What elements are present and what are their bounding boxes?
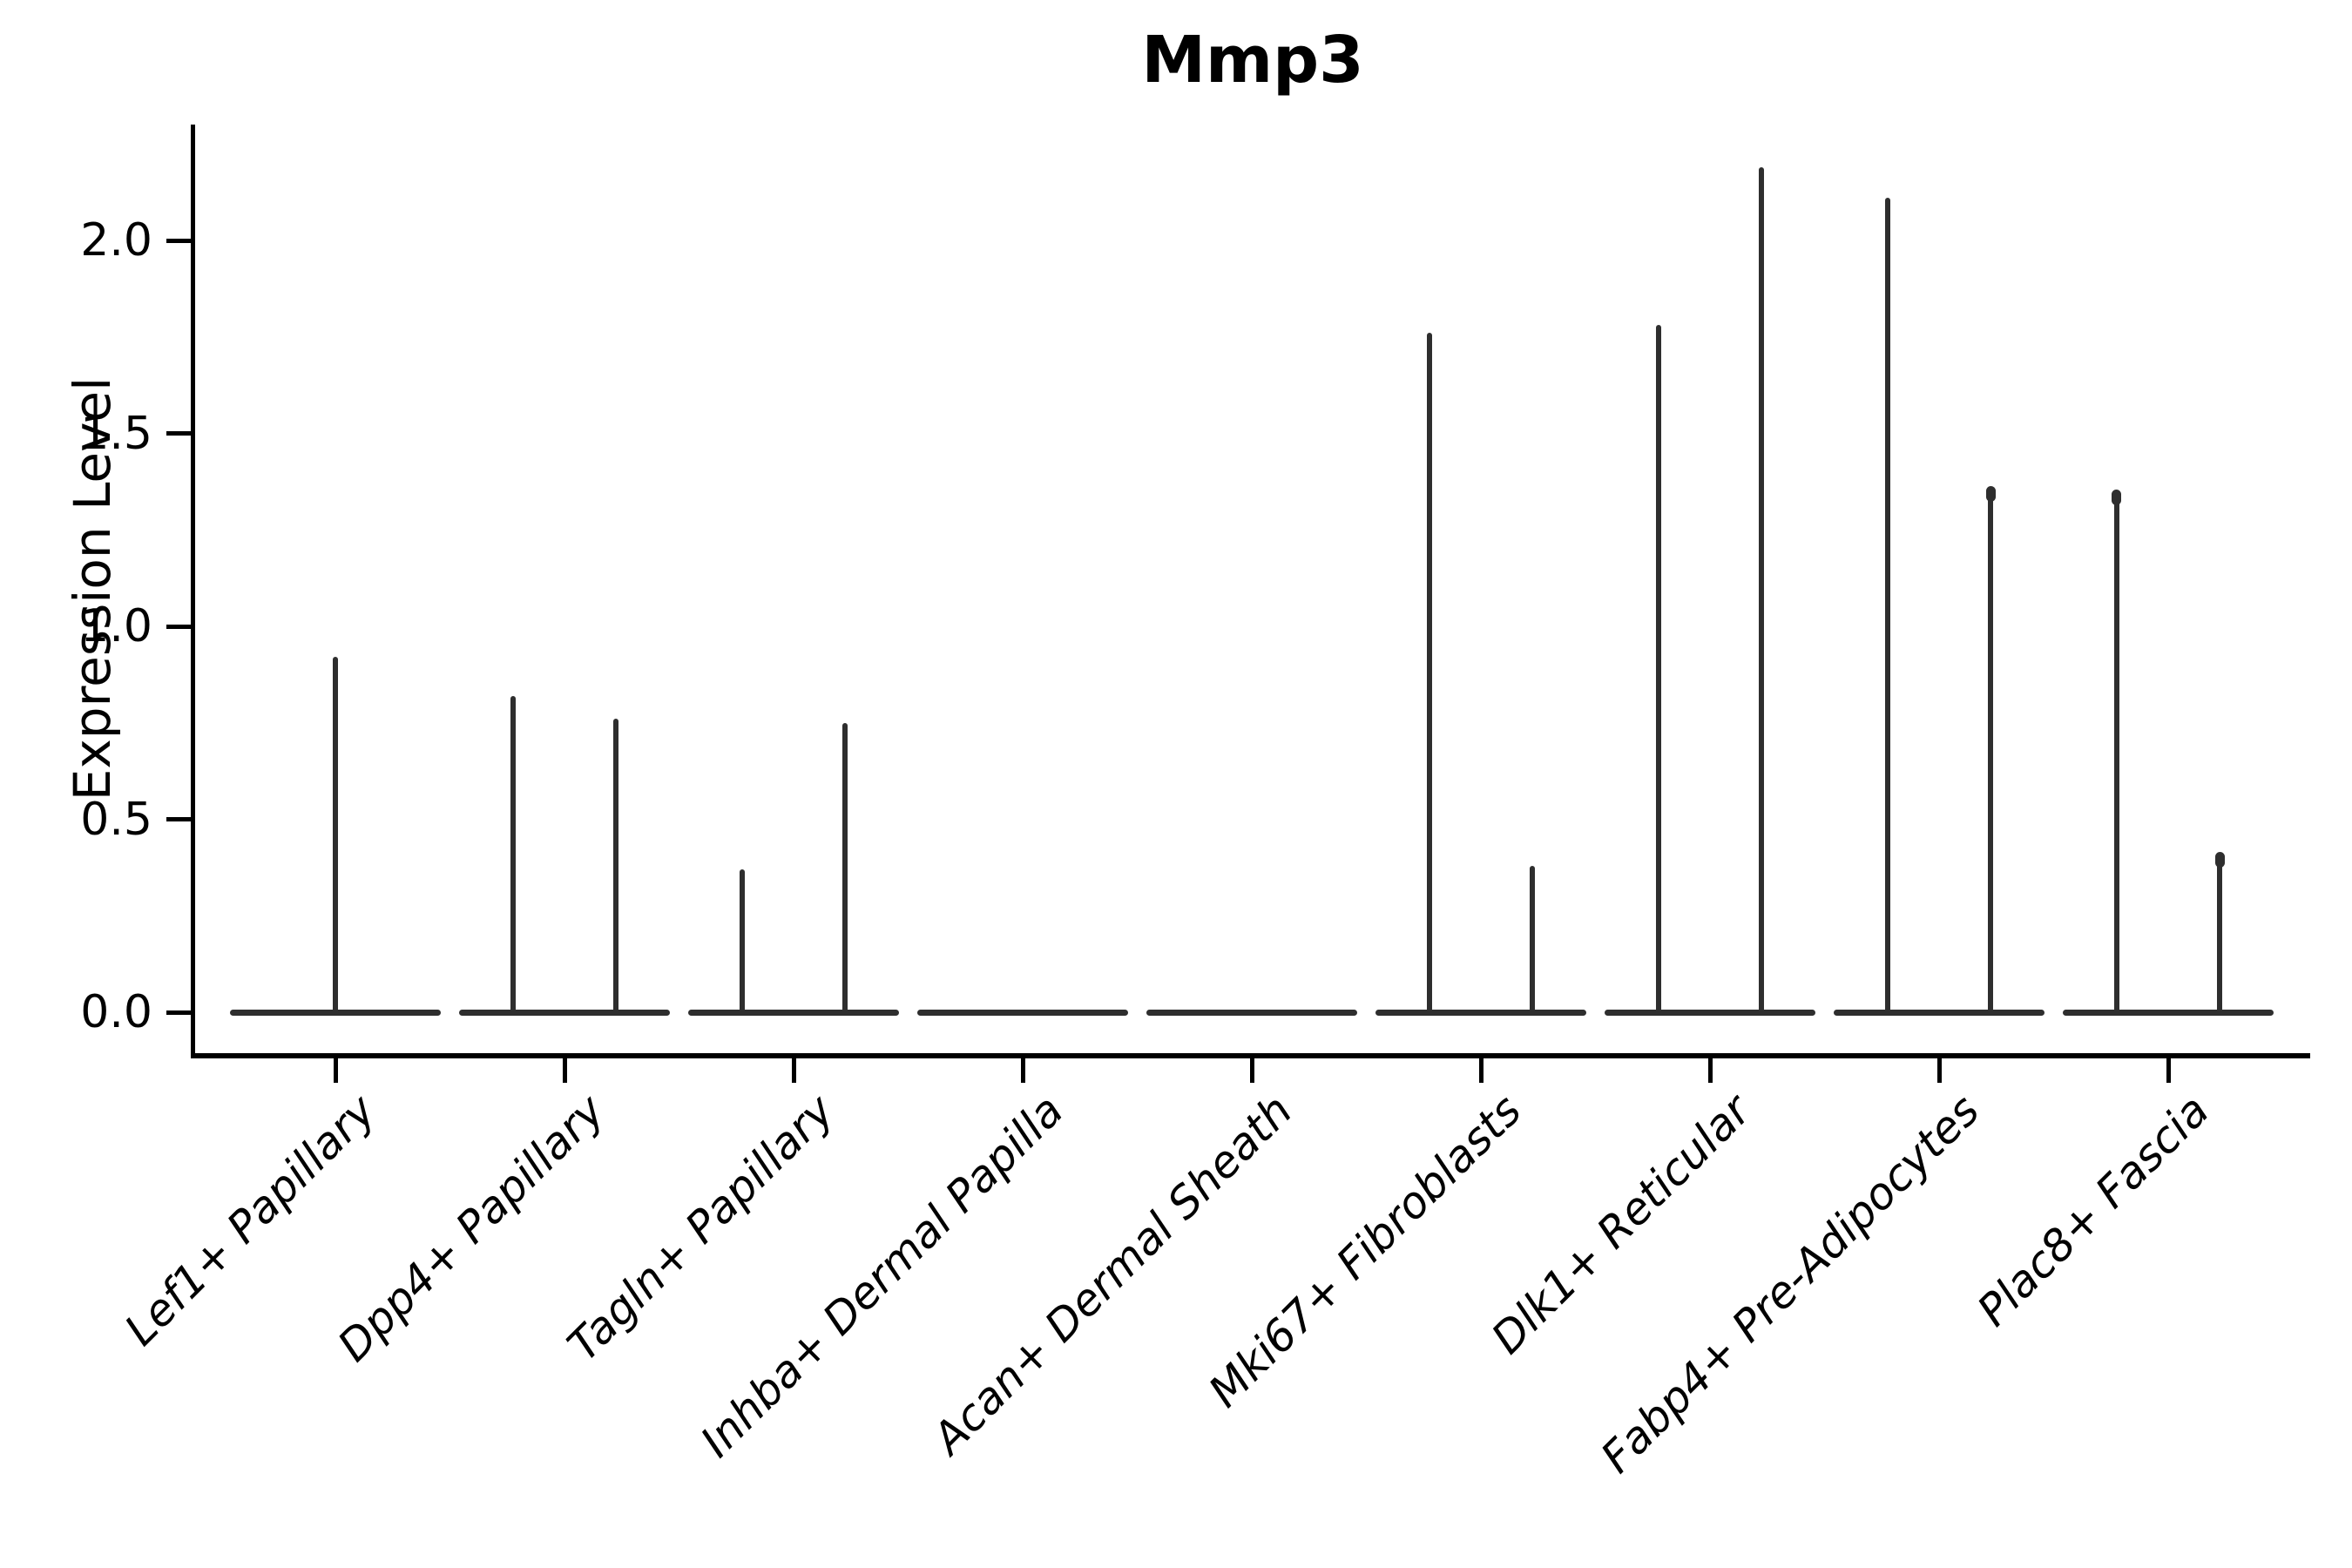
x-tick-mark (1478, 1058, 1484, 1083)
x-tick-mark (562, 1058, 567, 1083)
violin-spike (1759, 166, 1764, 1012)
violin-spike (1656, 325, 1661, 1012)
x-tick-label: Fabp4+ Pre-Adipocytes (1592, 1085, 1990, 1484)
x-tick-mark (1936, 1058, 1942, 1083)
x-tick-mark (1249, 1058, 1254, 1083)
x-tick-label: Plac8+ Fascia (1967, 1085, 2219, 1336)
x-tick-label: Lef1+ Papillary (115, 1085, 386, 1355)
y-tick-mark (166, 817, 191, 821)
x-tick-mark (1020, 1058, 1025, 1083)
violin-baseline (1605, 1009, 1815, 1016)
violin-baseline (230, 1009, 441, 1016)
y-tick-mark (166, 1010, 191, 1015)
y-tick-label: 1.5 (80, 407, 152, 460)
chart-title: Mmp3 (1141, 23, 1364, 98)
y-tick-mark (166, 624, 191, 629)
violin-spike-tip (2112, 489, 2122, 505)
violin-spike (842, 722, 848, 1012)
y-tick-label: 0.5 (80, 793, 152, 846)
x-tick-mark (791, 1058, 796, 1083)
y-tick-mark (166, 238, 191, 243)
violin-spike (510, 695, 516, 1012)
x-tick-mark (333, 1058, 338, 1083)
violin-spike (740, 869, 745, 1012)
violin-spike (1530, 865, 1535, 1012)
violin-baseline (1375, 1009, 1586, 1016)
violin-spike-tip (2214, 852, 2225, 868)
violin-spike (1885, 198, 1890, 1012)
y-tick-mark (166, 431, 191, 436)
violin-spike (333, 657, 338, 1012)
violin-spike (1427, 333, 1432, 1012)
violin-spike-tip (1985, 485, 1996, 502)
y-tick-label: 1.0 (80, 600, 152, 652)
y-tick-label: 0.0 (80, 986, 152, 1038)
violin-baseline (1834, 1009, 2044, 1016)
violin-baseline (688, 1009, 899, 1016)
violin-baseline (917, 1009, 1128, 1016)
violin-spike (2217, 854, 2222, 1012)
violin-baseline (1146, 1009, 1357, 1016)
violin-baseline (459, 1009, 670, 1016)
x-axis-spine (191, 1053, 2310, 1058)
violin-spike (2114, 490, 2119, 1012)
x-tick-mark (2166, 1058, 2171, 1083)
x-tick-mark (1707, 1058, 1713, 1083)
violin-spike (1988, 487, 1993, 1012)
y-axis-spine (191, 125, 195, 1058)
y-tick-label: 2.0 (80, 214, 152, 267)
violin-spike (613, 719, 618, 1012)
violin-baseline (2063, 1009, 2274, 1016)
